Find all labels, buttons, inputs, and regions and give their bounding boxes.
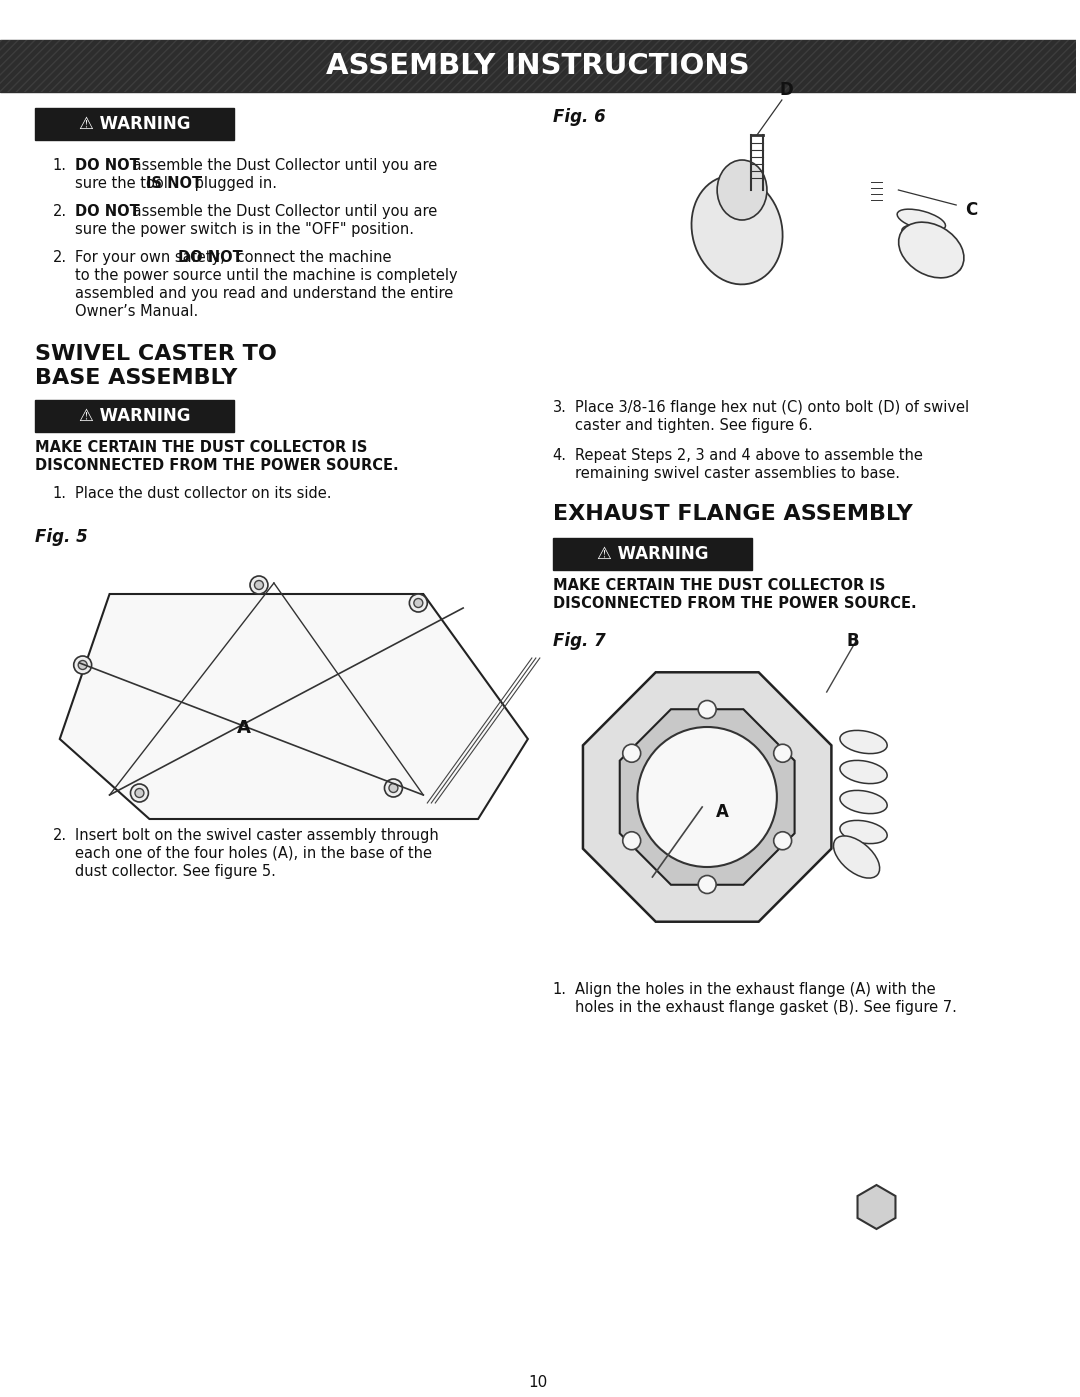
Circle shape <box>698 700 716 718</box>
Bar <box>553 538 752 570</box>
Text: ⚠ WARNING: ⚠ WARNING <box>596 545 708 563</box>
Text: A: A <box>238 719 251 738</box>
Circle shape <box>698 876 716 894</box>
Ellipse shape <box>899 222 964 278</box>
Circle shape <box>623 831 640 849</box>
Circle shape <box>389 784 397 792</box>
Text: DO NOT: DO NOT <box>178 250 243 265</box>
Text: ⚠ WARNING: ⚠ WARNING <box>79 115 190 133</box>
Text: Repeat Steps 2, 3 and 4 above to assemble the: Repeat Steps 2, 3 and 4 above to assembl… <box>575 448 922 462</box>
Bar <box>0 41 1076 92</box>
Text: Fig. 5: Fig. 5 <box>35 528 87 546</box>
Polygon shape <box>59 594 528 819</box>
Text: Place 3/8-16 flange hex nut (C) onto bolt (D) of swivel: Place 3/8-16 flange hex nut (C) onto bol… <box>575 400 969 415</box>
Text: ⚠ WARNING: ⚠ WARNING <box>79 407 190 425</box>
Text: MAKE CERTAIN THE DUST COLLECTOR IS: MAKE CERTAIN THE DUST COLLECTOR IS <box>35 440 367 455</box>
Text: IS NOT: IS NOT <box>147 176 203 191</box>
Text: Fig. 6: Fig. 6 <box>553 108 606 126</box>
Text: DO NOT: DO NOT <box>75 158 139 173</box>
Circle shape <box>384 780 403 798</box>
Polygon shape <box>583 672 832 922</box>
Text: 3.: 3. <box>553 400 567 415</box>
Text: assemble the Dust Collector until you are: assemble the Dust Collector until you ar… <box>129 158 437 173</box>
Polygon shape <box>858 1185 895 1229</box>
Text: to the power source until the machine is completely: to the power source until the machine is… <box>75 268 457 284</box>
Text: assemble the Dust Collector until you are: assemble the Dust Collector until you ar… <box>129 204 437 219</box>
Text: 2.: 2. <box>53 828 67 842</box>
Text: Insert bolt on the swivel caster assembly through: Insert bolt on the swivel caster assembl… <box>75 828 438 842</box>
Text: MAKE CERTAIN THE DUST COLLECTOR IS: MAKE CERTAIN THE DUST COLLECTOR IS <box>553 578 886 592</box>
Circle shape <box>414 598 422 608</box>
Text: DO NOT: DO NOT <box>75 204 139 219</box>
Circle shape <box>131 784 148 802</box>
Bar <box>35 108 234 140</box>
Bar <box>0 41 1076 92</box>
Text: A: A <box>716 803 729 821</box>
Text: Place the dust collector on its side.: Place the dust collector on its side. <box>75 486 332 502</box>
Circle shape <box>773 745 792 763</box>
Text: DISCONNECTED FROM THE POWER SOURCE.: DISCONNECTED FROM THE POWER SOURCE. <box>35 458 399 474</box>
Circle shape <box>773 831 792 849</box>
Text: assembled and you read and understand the entire: assembled and you read and understand th… <box>75 286 453 300</box>
Ellipse shape <box>906 240 956 260</box>
Ellipse shape <box>834 835 879 879</box>
Ellipse shape <box>840 731 887 753</box>
Text: SWIVEL CASTER TO: SWIVEL CASTER TO <box>35 344 276 365</box>
Text: sure the power switch is in the "OFF" position.: sure the power switch is in the "OFF" po… <box>75 222 414 237</box>
Text: For your own safety,: For your own safety, <box>75 250 229 265</box>
Text: holes in the exhaust flange gasket (B). See figure 7.: holes in the exhaust flange gasket (B). … <box>575 1000 957 1016</box>
Text: 2.: 2. <box>53 250 67 265</box>
Circle shape <box>409 594 428 612</box>
Ellipse shape <box>912 256 961 274</box>
Text: 1.: 1. <box>53 486 67 502</box>
Ellipse shape <box>840 760 887 784</box>
Bar <box>35 400 234 432</box>
Text: dust collector. See figure 5.: dust collector. See figure 5. <box>75 863 275 879</box>
Text: ASSEMBLY INSTRUCTIONS: ASSEMBLY INSTRUCTIONS <box>326 52 750 80</box>
Circle shape <box>255 581 264 590</box>
Text: 1.: 1. <box>553 982 567 997</box>
Ellipse shape <box>897 210 945 231</box>
Ellipse shape <box>902 225 950 246</box>
Text: 2.: 2. <box>53 204 67 219</box>
Ellipse shape <box>691 176 783 285</box>
Circle shape <box>73 657 92 673</box>
Ellipse shape <box>840 791 887 813</box>
Circle shape <box>623 745 640 763</box>
Text: connect the machine: connect the machine <box>232 250 392 265</box>
Circle shape <box>135 788 144 798</box>
Text: D: D <box>780 81 794 99</box>
Text: Align the holes in the exhaust flange (A) with the: Align the holes in the exhaust flange (A… <box>575 982 935 997</box>
Text: remaining swivel caster assemblies to base.: remaining swivel caster assemblies to ba… <box>575 467 900 481</box>
Text: C: C <box>966 201 977 219</box>
Text: caster and tighten. See figure 6.: caster and tighten. See figure 6. <box>575 418 812 433</box>
Text: each one of the four holes (A), in the base of the: each one of the four holes (A), in the b… <box>75 847 432 861</box>
Text: B: B <box>847 631 860 650</box>
Text: DISCONNECTED FROM THE POWER SOURCE.: DISCONNECTED FROM THE POWER SOURCE. <box>553 597 917 610</box>
Text: Owner’s Manual.: Owner’s Manual. <box>75 305 198 319</box>
Ellipse shape <box>840 820 887 844</box>
Circle shape <box>78 661 87 669</box>
Text: Fig. 7: Fig. 7 <box>553 631 606 650</box>
Polygon shape <box>620 710 795 884</box>
Ellipse shape <box>717 161 767 219</box>
Text: 4.: 4. <box>553 448 567 462</box>
Text: sure the tool: sure the tool <box>75 176 172 191</box>
Text: plugged in.: plugged in. <box>190 176 278 191</box>
Text: EXHAUST FLANGE ASSEMBLY: EXHAUST FLANGE ASSEMBLY <box>553 504 913 524</box>
Circle shape <box>249 576 268 594</box>
Text: BASE ASSEMBLY: BASE ASSEMBLY <box>35 367 238 388</box>
Circle shape <box>637 726 777 868</box>
Text: 1.: 1. <box>53 158 67 173</box>
Text: 10: 10 <box>528 1375 548 1390</box>
